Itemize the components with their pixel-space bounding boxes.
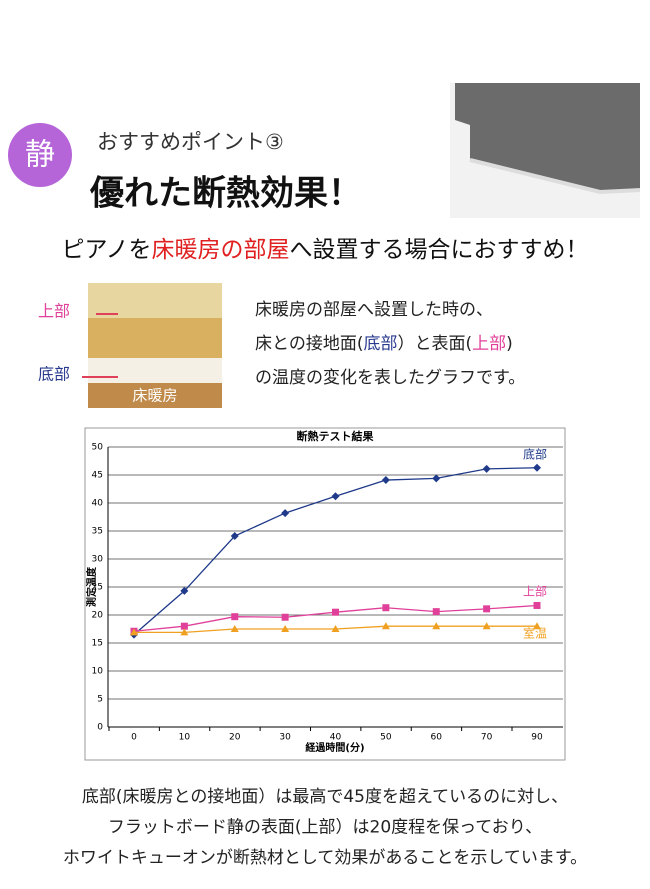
- chart-frame: [84, 427, 566, 761]
- y-tick-label: 50: [92, 443, 104, 453]
- series-label: 底部: [523, 447, 547, 462]
- description-line: 床暖房の部屋へ設置した時の、: [255, 300, 493, 320]
- data-point: [533, 601, 541, 609]
- x-tick-label: 90: [531, 733, 543, 743]
- footer-line: ホワイトキューオンが断熱材として効果があることを示しています。: [63, 848, 587, 868]
- x-tick-label: 50: [380, 733, 392, 743]
- data-point: [432, 608, 440, 616]
- y-tick-label: 35: [92, 527, 103, 537]
- x-tick-label: 10: [179, 733, 191, 743]
- x-tick-label: 70: [481, 733, 493, 743]
- headline-part: ピアノを: [62, 237, 152, 263]
- x-tick-label: 0: [131, 733, 137, 743]
- y-tick-label: 15: [92, 639, 103, 649]
- photo-caption: 床暖房: [132, 387, 177, 405]
- y-tick-label: 40: [92, 499, 104, 509]
- data-point: [130, 628, 138, 636]
- y-tick-label: 20: [92, 611, 104, 621]
- series-label: 上部: [523, 584, 547, 599]
- description-part: ): [506, 334, 513, 354]
- description-line: の温度の変化を表したグラフです。: [255, 368, 525, 388]
- data-point: [281, 613, 289, 621]
- data-point: [483, 605, 491, 613]
- data-point: [432, 474, 441, 483]
- title: 優れた断熱効果！: [89, 174, 362, 214]
- data-point: [482, 464, 491, 473]
- y-axis-label: 測定温度: [85, 566, 98, 607]
- description-part: ）と表面(: [397, 334, 472, 354]
- bottom-label: 底部: [38, 365, 70, 384]
- x-tick-label: 40: [330, 733, 342, 743]
- description-line: 床との接地面(底部）と表面(上部): [255, 334, 513, 354]
- data-point: [533, 622, 541, 630]
- kicker: おすすめポイント③: [97, 130, 284, 154]
- felt-photo: [450, 83, 641, 218]
- foam-photo: [82, 283, 222, 408]
- description-part: の温度の変化を表したグラフです。: [255, 368, 525, 388]
- x-axis-label: 経過時間(分): [305, 741, 364, 754]
- x-tick-label: 20: [229, 733, 241, 743]
- footer-line: フラットボード静の表面(上部）は20度程を保っており、: [108, 818, 542, 838]
- data-point: [230, 532, 239, 541]
- y-tick-label: 10: [92, 667, 104, 677]
- data-point: [482, 622, 491, 630]
- data-point: [231, 613, 239, 621]
- y-tick-label: 25: [92, 583, 103, 593]
- description-part: 床暖房の部屋へ設置した時の、: [255, 300, 493, 320]
- data-point: [281, 509, 290, 518]
- data-point: [331, 625, 340, 632]
- data-point: [331, 492, 340, 501]
- data-point: [533, 463, 541, 472]
- headline-part: へ設置する場合におすすめ！: [289, 237, 588, 263]
- data-point: [180, 628, 189, 636]
- headline-part: 床暖房の部屋: [151, 237, 289, 263]
- y-tick-label: 5: [97, 695, 103, 705]
- data-point: [230, 625, 239, 632]
- badge-circle: [8, 123, 72, 187]
- data-point: [281, 625, 290, 632]
- y-tick-label: 0: [97, 723, 103, 733]
- description-part: 床との接地面(: [255, 334, 363, 354]
- data-point: [381, 622, 390, 630]
- y-tick-label: 45: [92, 471, 103, 481]
- chart-title: 断熱テスト結果: [297, 429, 374, 443]
- data-point: [332, 608, 339, 616]
- data-point: [180, 586, 189, 595]
- data-point: [432, 622, 441, 630]
- data-point: [382, 604, 390, 612]
- description-part: 底部: [363, 334, 397, 354]
- series-label: 室温: [523, 626, 547, 641]
- headline: ピアノを床暖房の部屋へ設置する場合におすすめ！: [62, 237, 589, 263]
- data-point: [180, 622, 188, 630]
- y-tick-label: 30: [92, 555, 104, 565]
- x-tick-label: 30: [279, 733, 291, 743]
- badge: 静: [25, 138, 55, 173]
- footer-line: 底部(床暖房との接地面）は最高で45度を超えているのに対し、: [82, 787, 568, 807]
- top-label: 上部: [38, 302, 70, 321]
- description-part: 上部: [472, 334, 506, 354]
- data-point: [381, 476, 390, 485]
- x-tick-label: 60: [431, 733, 443, 743]
